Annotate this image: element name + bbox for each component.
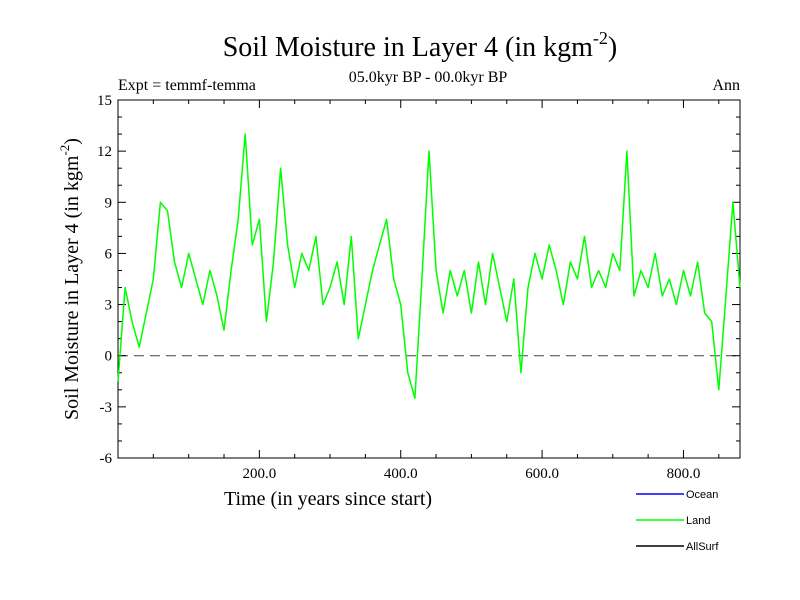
y-tick-label: 0 [105,349,113,365]
y-tick-label: -6 [100,451,113,467]
series-line-land [117,133,741,400]
y-tick-label: 12 [97,144,112,160]
experiment-label: Expt = temmf-temma [118,77,256,94]
chart-title: Soil Moisture in Layer 4 (in kgm-2) [223,28,618,63]
series-group [117,133,741,400]
x-tick-label: 600.0 [525,466,559,482]
y-axis: 15 12 9 6 3 0 -3 -6 [97,93,740,467]
legend-label-ocean: Ocean [686,489,718,501]
y-axis-title: Soil Moisture in Layer 4 (in kgm-2) [57,138,83,420]
y-tick-label: 3 [105,298,113,314]
chart-title-superscript: -2 [593,28,608,48]
legend: Ocean Land AllSurf [636,489,719,553]
y-tick-label: -3 [100,400,113,416]
x-axis-title: Time (in years since start) [224,488,432,510]
y-axis-title-superscript: -2 [57,145,72,156]
chart-title-suffix: ) [608,32,617,63]
y-tick-label: 15 [97,93,112,109]
y-tick-label: 9 [105,195,113,211]
x-tick-label: 200.0 [242,466,276,482]
legend-label-allsurf: AllSurf [686,541,719,553]
x-tick-label: 400.0 [384,466,418,482]
y-axis-title-suffix: ) [61,138,83,145]
y-axis-title-main: Soil Moisture in Layer 4 (in kgm [61,155,83,420]
season-label: Ann [712,77,740,94]
x-tick-label: 800.0 [667,466,701,482]
x-axis: 200.0 400.0 600.0 800.0 [152,100,720,482]
legend-label-land: Land [686,515,710,527]
y-tick-label: 6 [105,246,113,262]
chart-subtitle: 05.0kyr BP - 00.0kyr BP [349,69,508,86]
chart-title-main: Soil Moisture in Layer 4 (in kgm [223,32,593,63]
